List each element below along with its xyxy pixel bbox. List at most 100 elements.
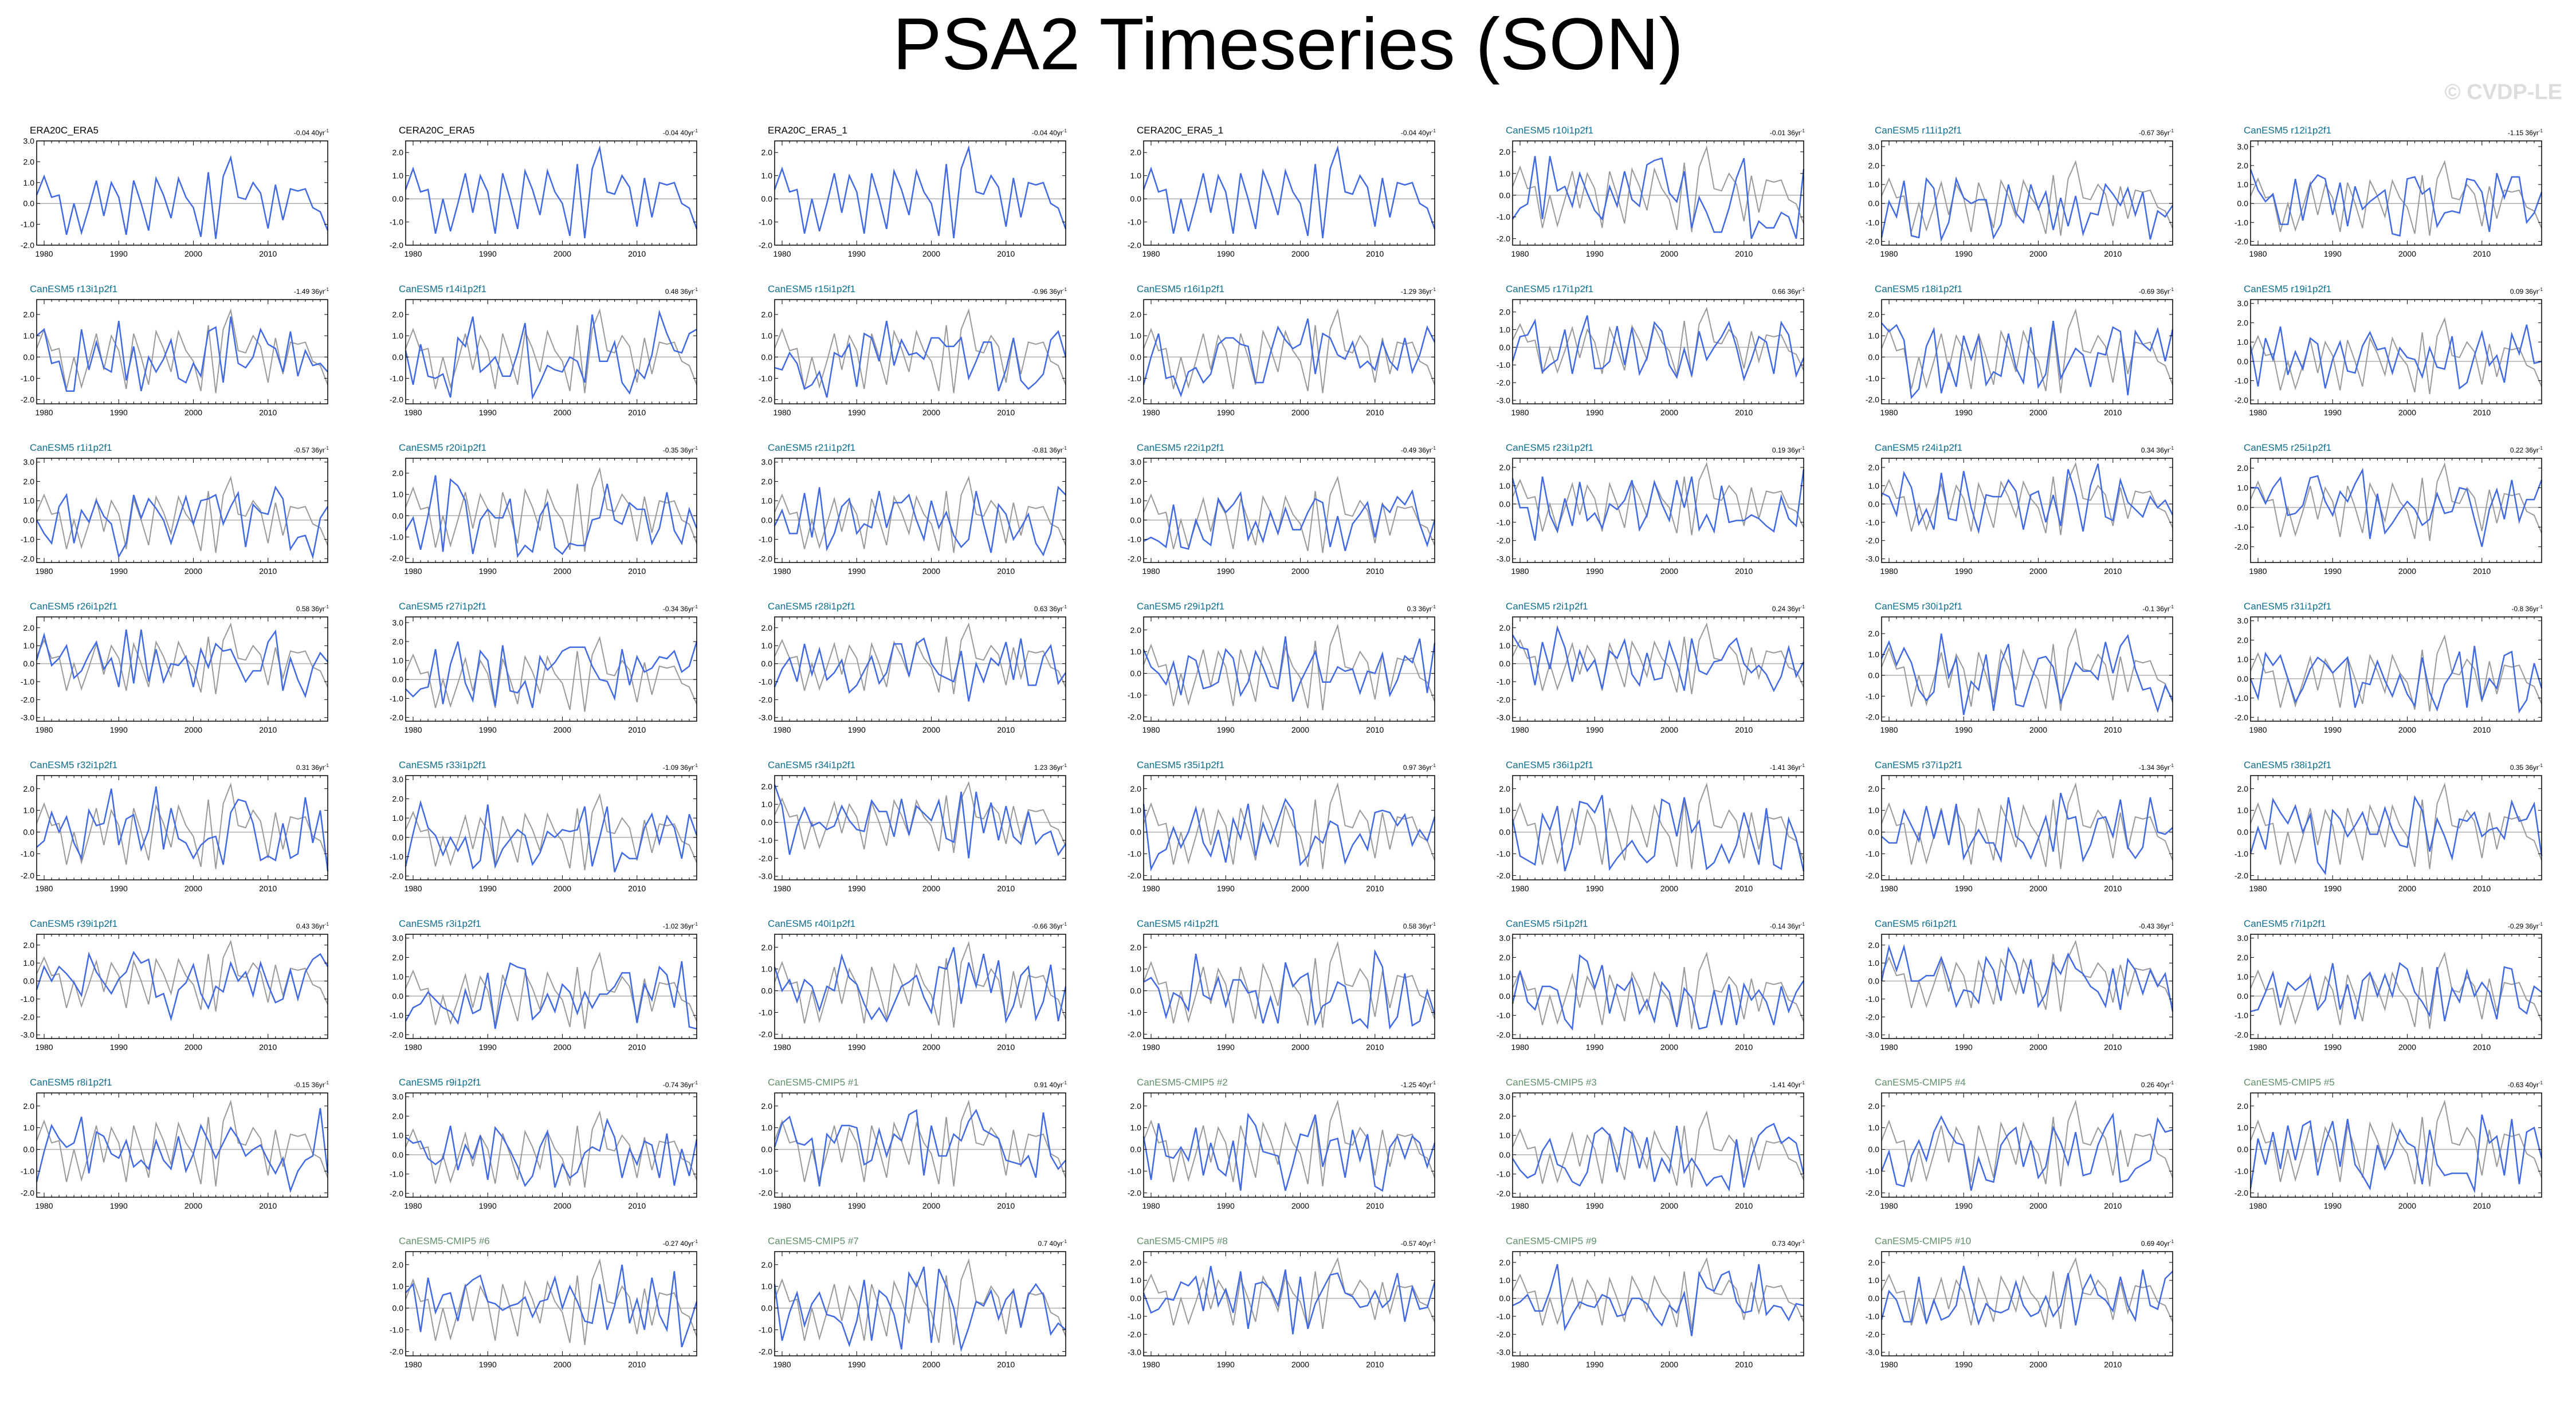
x-tick-label: 2010 bbox=[628, 249, 646, 258]
y-tick-label: 1.0 bbox=[1130, 647, 1142, 656]
y-tick-label: 0.0 bbox=[1130, 986, 1142, 996]
panel-plot: 1980 1990 2000 2010 2.0 1.0 0.0 -1.0 -2.0 bbox=[1497, 775, 1805, 893]
panel-plot: 1980 1990 2000 2010 3.0 2.0 1.0 0.0 -1.0 -2.0 bbox=[390, 934, 697, 1052]
x-tick-label: 1980 bbox=[1880, 725, 1898, 734]
obs-series-line bbox=[1143, 941, 1435, 1028]
plot-frame bbox=[774, 458, 1066, 563]
y-tick-label: -2.0 bbox=[759, 241, 772, 250]
x-tick-label: 1990 bbox=[479, 1043, 497, 1052]
y-tick-label: -2.0 bbox=[21, 695, 34, 704]
x-tick-label: 1980 bbox=[35, 884, 53, 893]
panel-trend: 0.24 36yr-1 bbox=[1772, 604, 1805, 613]
y-tick-label: 0.0 bbox=[1130, 828, 1142, 837]
timeseries-panel: CanESM5 r35i1p2f1 0.97 36yr-1 1980 1990 2000… bbox=[1128, 760, 1452, 914]
panel-plot: 1980 1990 2000 2010 2.0 1.0 0.0 -1.0 -2.0 bbox=[759, 299, 1067, 417]
timeseries-panel: CanESM5 r15i1p2f1 -0.96 36yr-1 1980 1990 200… bbox=[759, 284, 1083, 438]
panel-trend: 0.09 36yr-1 bbox=[2510, 287, 2543, 296]
panel-plot: 1980 1990 2000 2010 2.0 1.0 0.0 -1.0 -2.0 bbox=[1128, 934, 1436, 1052]
panel-trend: -1.34 36yr-1 bbox=[2138, 763, 2174, 772]
panel-title: CanESM5 r25i1p2f1 bbox=[2244, 442, 2332, 453]
member-series-line bbox=[1143, 489, 1436, 552]
y-tick-label: 0.0 bbox=[392, 511, 404, 520]
y-tick-label: 2.0 bbox=[2237, 784, 2249, 793]
y-tick-label: 1.0 bbox=[761, 1123, 773, 1132]
y-tick-label: 2.0 bbox=[392, 637, 404, 646]
x-tick-label: 1990 bbox=[110, 725, 128, 734]
x-tick-label: 2000 bbox=[553, 725, 571, 734]
timeseries-panel: CanESM5 r38i1p2f1 0.35 36yr-1 1980 1990 2000… bbox=[2235, 760, 2559, 914]
y-tick-label: 1.0 bbox=[23, 958, 35, 967]
y-tick-label: 2.0 bbox=[2237, 953, 2249, 962]
panel-plot: 1980 1990 2000 2010 3.0 2.0 1.0 0.0 -1.0 -2.0 bbox=[2235, 934, 2542, 1052]
plot-frame bbox=[405, 299, 697, 404]
timeseries-panel: CanESM5 r8i1p2f1 -0.15 36yr-1 1980 1990 2000… bbox=[21, 1077, 345, 1232]
y-tick-label: 2.0 bbox=[1130, 148, 1142, 157]
x-tick-label: 2010 bbox=[259, 249, 277, 258]
x-tick-label: 1980 bbox=[1880, 567, 1898, 576]
member-series-line bbox=[1511, 1123, 1805, 1192]
panel-title: CanESM5 r19i1p2f1 bbox=[2244, 284, 2332, 294]
y-tick-label: 1.0 bbox=[2237, 337, 2249, 347]
member-series-line bbox=[1142, 318, 1436, 398]
timeseries-panel: CanESM5-CMIP5 #1 0.91 40yr-1 1980 1990 2000 2… bbox=[759, 1077, 1083, 1232]
x-tick-label: 1990 bbox=[848, 567, 866, 576]
panel-title: CanESM5 r20i1p2f1 bbox=[399, 442, 487, 453]
x-tick-label: 2010 bbox=[1735, 408, 1753, 417]
panel-title: CanESM5 r12i1p2f1 bbox=[2244, 125, 2332, 136]
panel-title: CanESM5 r11i1p2f1 bbox=[1875, 125, 1962, 136]
x-tick-label: 2000 bbox=[1291, 725, 1309, 734]
member-series-line bbox=[1511, 156, 1805, 239]
y-tick-label: 0.0 bbox=[1499, 499, 1511, 509]
panel-plot: 1980 1990 2000 2010 3.0 2.0 1.0 0.0 -1.0 -2.0 bbox=[2235, 299, 2542, 417]
panel-trend: 0.58 36yr-1 bbox=[296, 604, 329, 613]
panel-title: CanESM5 r7i1p2f1 bbox=[2244, 918, 2326, 929]
y-tick-label: 1.0 bbox=[1868, 958, 1880, 967]
timeseries-panel: CanESM5-CMIP5 #3 -1.41 40yr-1 1980 1990 2000… bbox=[1497, 1077, 1821, 1232]
x-tick-label: 2010 bbox=[628, 884, 646, 893]
y-tick-label: 0.0 bbox=[1499, 992, 1511, 1001]
y-tick-label: 1.0 bbox=[761, 496, 773, 505]
obs-series-line bbox=[774, 475, 1066, 553]
panel-plot: 1980 1990 2000 2010 2.0 1.0 0.0 -1.0 -2.0 -3.0 bbox=[759, 775, 1067, 893]
timeseries-panel: CanESM5 r30i1p2f1 -0.1 36yr-1 1980 1990 2000… bbox=[1866, 601, 2190, 756]
y-tick-label: -1.0 bbox=[1128, 849, 1141, 859]
panel-trend: -0.96 36yr-1 bbox=[1031, 287, 1067, 296]
panel-plot: 1980 1990 2000 2010 2.0 1.0 0.0 -1.0 -2.0 -3.0 bbox=[1497, 616, 1805, 734]
y-tick-label: 1.0 bbox=[392, 331, 404, 340]
plot-frame bbox=[1143, 299, 1435, 404]
member-series-line bbox=[1142, 797, 1436, 872]
x-tick-label: 1980 bbox=[1511, 567, 1529, 576]
y-tick-label: 1.0 bbox=[761, 171, 773, 180]
y-tick-label: 1.0 bbox=[1499, 325, 1511, 334]
panel-title: CanESM5 r1i1p2f1 bbox=[30, 442, 112, 453]
panel-plot: 1980 1990 2000 2010 3.0 2.0 1.0 0.0 -1.0 -2.0 bbox=[390, 775, 698, 893]
y-tick-label: -2.0 bbox=[759, 854, 772, 863]
timeseries-panel: CanESM5 r34i1p2f1 1.23 36yr-1 1980 1990 2000… bbox=[759, 760, 1083, 914]
x-tick-label: 2000 bbox=[1291, 1043, 1309, 1052]
y-tick-label: 1.0 bbox=[2237, 180, 2249, 189]
panel-title: CanESM5 r30i1p2f1 bbox=[1875, 601, 1963, 612]
x-tick-label: 2000 bbox=[184, 408, 202, 417]
y-tick-label: 0.0 bbox=[2237, 828, 2249, 837]
x-tick-label: 1990 bbox=[1955, 725, 1973, 734]
panel-plot: 1980 1990 2000 2010 3.0 2.0 1.0 0.0 -1.0 -2.0 bbox=[21, 458, 329, 576]
member-series-line bbox=[1880, 944, 2174, 1012]
x-tick-label: 2000 bbox=[553, 567, 571, 576]
y-tick-label: -2.0 bbox=[21, 1188, 34, 1197]
y-tick-label: -3.0 bbox=[759, 872, 772, 881]
x-tick-label: 1990 bbox=[1955, 1043, 1973, 1052]
x-tick-label: 2010 bbox=[1366, 725, 1384, 734]
panel-title: CanESM5-CMIP5 #1 bbox=[768, 1077, 859, 1088]
timeseries-panel: CanESM5 r32i1p2f1 0.31 36yr-1 1980 1990 2000… bbox=[21, 760, 345, 914]
panel-plot: 1980 1990 2000 2010 2.0 1.0 0.0 -1.0 -2.0 bbox=[2235, 775, 2543, 893]
timeseries-panel: CanESM5 r39i1p2f1 0.43 36yr-1 1980 1990 2000… bbox=[21, 918, 345, 1073]
y-tick-label: 1.0 bbox=[1130, 171, 1142, 180]
panel-title: CanESM5 r39i1p2f1 bbox=[30, 918, 118, 929]
x-tick-label: 2000 bbox=[922, 884, 940, 893]
panel-title: CanESM5 r24i1p2f1 bbox=[1875, 442, 1963, 453]
x-tick-label: 2000 bbox=[2029, 567, 2047, 576]
member-series-line bbox=[1511, 795, 1805, 872]
panel-title: CanESM5 r32i1p2f1 bbox=[30, 760, 118, 770]
x-tick-label: 2010 bbox=[997, 1043, 1015, 1052]
x-tick-label: 2010 bbox=[2473, 249, 2491, 258]
